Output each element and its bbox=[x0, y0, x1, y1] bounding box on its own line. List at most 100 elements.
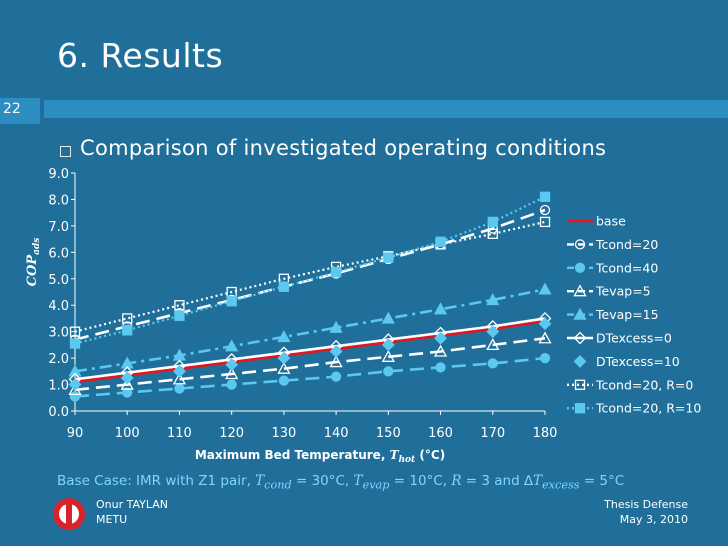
legend-swatch-marker bbox=[574, 379, 586, 390]
series-line-dtexcess-0 bbox=[74, 317, 546, 381]
base-case-label: Base Case: IMR with Z1 pair, bbox=[57, 473, 256, 489]
x-tick-label: 130 bbox=[271, 426, 296, 441]
footer-left: Onur TAYLAN METU bbox=[96, 497, 168, 527]
r-value: = 3 and ∆ bbox=[461, 473, 533, 489]
data-point-tcond-40 bbox=[539, 352, 551, 364]
header-bar bbox=[44, 100, 728, 118]
data-point-tevap-5 bbox=[225, 367, 239, 380]
data-point-tcond-40 bbox=[278, 375, 290, 386]
series-line-tevap-15 bbox=[74, 288, 546, 373]
bullet-text: Comparison of investigated operating con… bbox=[80, 136, 607, 160]
tevap-symbol: T bbox=[353, 473, 363, 489]
data-point-tcond-20-r-10 bbox=[69, 338, 81, 349]
y-tick-label: 7.0 bbox=[48, 220, 69, 235]
data-point-tcond-20-r-10 bbox=[122, 325, 133, 336]
footer-institution: METU bbox=[96, 513, 128, 526]
page-number: 22 bbox=[3, 101, 21, 117]
dt-value: = 5°C bbox=[579, 473, 625, 489]
tcond-subscript: cond bbox=[264, 478, 292, 492]
data-point-tevap-5 bbox=[486, 338, 500, 351]
data-point-tcond-40 bbox=[487, 358, 498, 369]
data-point-tcond-20-r-10 bbox=[435, 236, 446, 247]
data-point-tcond-20 bbox=[539, 204, 551, 216]
x-tick-label: 110 bbox=[167, 426, 192, 441]
slide-title: 6. Results bbox=[57, 36, 224, 75]
data-point-tcond-20-r-0 bbox=[174, 300, 185, 311]
page-number-box bbox=[0, 98, 40, 124]
y-tick-label: 3.0 bbox=[48, 326, 69, 341]
legend-swatch-marker bbox=[574, 403, 586, 414]
data-point-dtexcess-10 bbox=[120, 371, 134, 385]
legend-swatch-marker bbox=[573, 307, 587, 320]
data-point-dtexcess-10 bbox=[434, 331, 447, 345]
y-tick-label: 0.0 bbox=[48, 405, 69, 420]
legend-label-tevap-15: Tevap=15 bbox=[595, 307, 659, 322]
y-tick-label: 6.0 bbox=[48, 246, 69, 261]
tevap-subscript: evap bbox=[362, 478, 390, 492]
data-point-dtexcess-10 bbox=[225, 358, 239, 372]
data-point-tevap-5 bbox=[433, 344, 448, 357]
data-point-tcond-20-r-0 bbox=[69, 326, 81, 337]
data-point-tevap-15 bbox=[381, 311, 395, 324]
data-point-tcond-40 bbox=[226, 379, 237, 390]
footer-date: May 3, 2010 bbox=[619, 513, 688, 526]
data-point-tcond-40 bbox=[122, 387, 133, 398]
y-tick-label: 2.0 bbox=[48, 352, 69, 367]
dt-symbol: T bbox=[533, 473, 543, 489]
series-line-tcond-20-r-0 bbox=[74, 220, 546, 333]
data-point-dtexcess-10 bbox=[381, 338, 395, 352]
legend-label-tcond-20-r-0: Tcond=20, R=0 bbox=[595, 377, 693, 392]
legend-label-tcond-20: Tcond=20 bbox=[595, 237, 658, 252]
legend-swatch-marker bbox=[574, 262, 586, 273]
data-point-tevap-15 bbox=[486, 293, 500, 306]
y-tick-label: 8.0 bbox=[48, 193, 69, 208]
data-point-dtexcess-10 bbox=[68, 378, 82, 391]
legend-swatch-marker bbox=[574, 239, 586, 250]
x-tick-label: 180 bbox=[533, 426, 558, 441]
x-tick-label: 120 bbox=[219, 426, 244, 441]
y-tick-label: 1.0 bbox=[48, 379, 69, 394]
data-point-tcond-40 bbox=[69, 391, 81, 402]
series-line-tcond-20-r-10 bbox=[74, 195, 546, 345]
bullet-square-icon bbox=[60, 146, 71, 157]
legend-label-dtexcess-10: DTexcess=10 bbox=[596, 354, 680, 369]
legend-label-base: base bbox=[596, 214, 626, 229]
y-axis-title: COPads bbox=[25, 238, 42, 287]
data-point-tcond-40 bbox=[435, 362, 446, 373]
x-tick-label: 170 bbox=[480, 426, 505, 441]
data-point-tcond-20-r-10 bbox=[278, 281, 290, 292]
x-tick-label: 90 bbox=[67, 426, 84, 441]
data-point-tevap-15 bbox=[225, 339, 239, 352]
data-point-tcond-20-r-10 bbox=[174, 310, 185, 321]
x-axis-title: Maximum Bed Temperature, Thot (°C) bbox=[195, 448, 445, 465]
legend-label-dtexcess-0: DTexcess=0 bbox=[596, 331, 672, 346]
data-point-tevap-15 bbox=[277, 330, 291, 343]
data-point-tcond-20-r-10 bbox=[330, 267, 342, 278]
y-tick-label: 4.0 bbox=[48, 299, 69, 314]
data-point-dtexcess-10 bbox=[277, 351, 291, 365]
y-tick-label: 9.0 bbox=[48, 167, 69, 182]
data-point-tcond-20-r-10 bbox=[487, 216, 498, 228]
legend-label-tevap-5: Tevap=5 bbox=[595, 284, 651, 299]
series-line-tcond-40 bbox=[74, 356, 546, 398]
data-point-dtexcess-10 bbox=[329, 345, 343, 358]
x-tick-label: 150 bbox=[376, 426, 401, 441]
metu-logo-icon bbox=[53, 498, 85, 530]
data-point-dtexcess-10 bbox=[486, 325, 500, 339]
data-point-tevap-5 bbox=[68, 382, 82, 395]
r-symbol: R bbox=[451, 473, 462, 489]
tcond-symbol: T bbox=[255, 473, 265, 489]
data-point-tevap-5 bbox=[120, 377, 134, 390]
data-point-tevap-15 bbox=[329, 320, 343, 333]
x-tick-label: 140 bbox=[324, 426, 349, 441]
base-case-note: Base Case: IMR with Z1 pair, Tcond = 30°… bbox=[57, 473, 624, 492]
data-point-tevap-5 bbox=[277, 361, 291, 374]
data-point-tcond-40 bbox=[174, 383, 185, 394]
tcond-value: = 30°C, bbox=[291, 473, 354, 489]
data-point-tcond-20-r-0 bbox=[122, 313, 133, 324]
footer-right: Thesis Defense May 3, 2010 bbox=[604, 497, 688, 527]
dt-subscript: excess bbox=[542, 478, 580, 492]
series-line-tevap-5 bbox=[74, 336, 546, 392]
data-point-tevap-15 bbox=[68, 364, 82, 377]
